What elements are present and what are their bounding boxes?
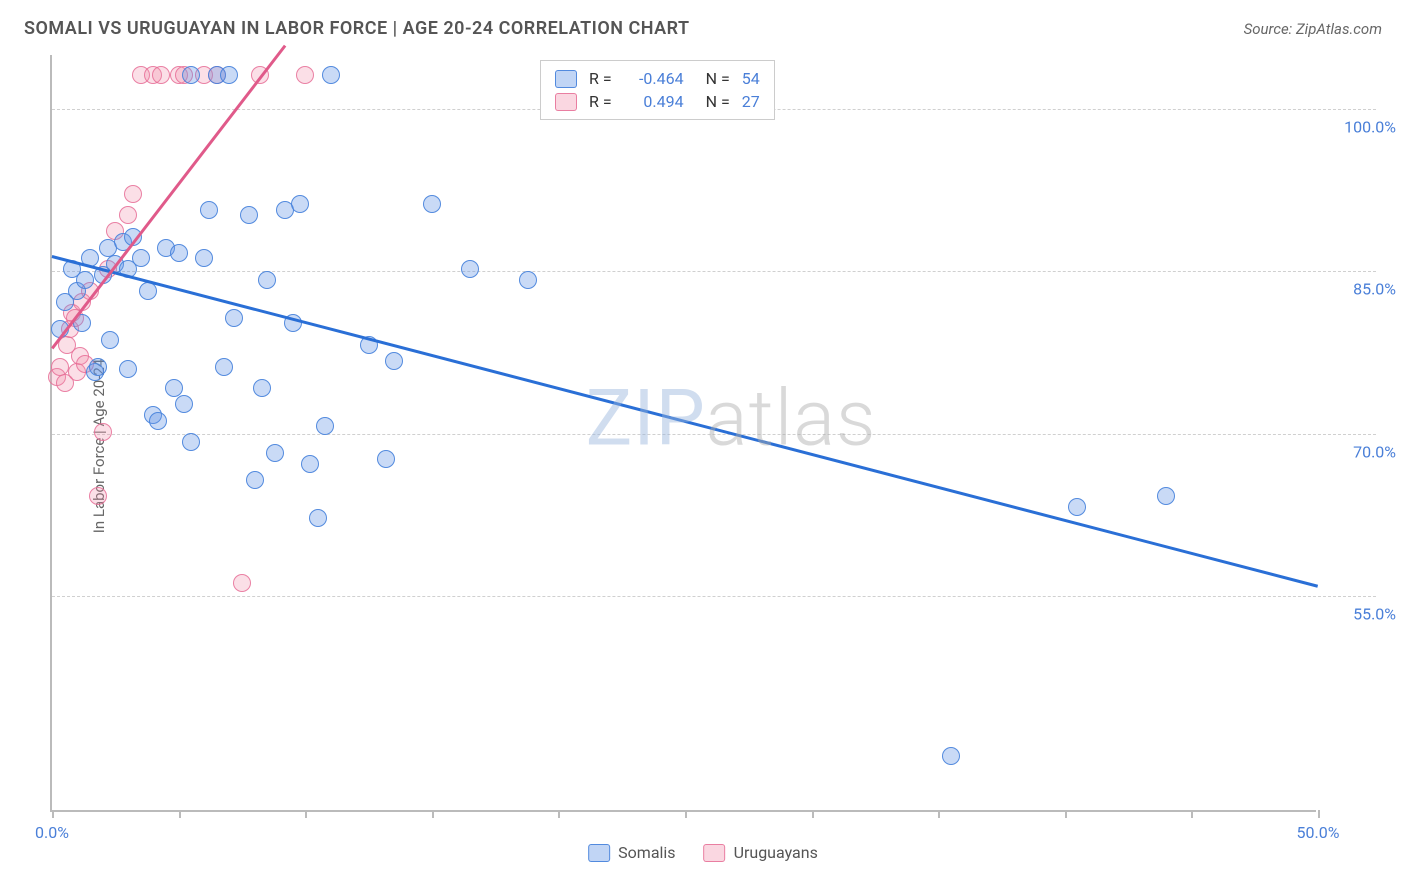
legend-r-label: R = [589,92,612,111]
data-point [94,423,112,441]
gridline [52,271,1376,272]
source-attribution: Source: ZipAtlas.com [1244,20,1382,38]
x-tick [432,810,434,818]
data-point [139,282,157,300]
data-point [291,195,309,213]
data-point [89,487,107,505]
gridline [52,596,1376,597]
x-tick [305,810,307,818]
data-point [119,206,137,224]
data-point [132,249,150,267]
data-point [258,271,276,289]
y-tick-label: 70.0% [1353,442,1396,461]
data-point [124,185,142,203]
y-tick-label: 55.0% [1353,604,1396,623]
data-point [1157,487,1175,505]
x-tick [1318,810,1320,818]
data-point [195,249,213,267]
data-point [385,352,403,370]
legend-r-value: 0.494 [624,92,684,111]
x-tick [179,810,181,818]
legend-r-label: R = [589,69,612,88]
data-point [309,509,327,527]
legend-label: Somalis [618,843,675,862]
data-point [233,574,251,592]
data-point [246,471,264,489]
data-point [322,66,340,84]
x-tick [1191,810,1193,818]
legend-row: R = 0.494 N = 27 [555,90,760,113]
data-point [149,412,167,430]
legend-swatch [555,70,577,88]
data-point [423,195,441,213]
data-point [165,379,183,397]
legend-n-value: 27 [742,92,760,111]
data-point [220,66,238,84]
plot-area: 55.0%70.0%85.0%100.0%0.0%50.0% [50,55,1316,812]
legend-n-label: N = [706,92,730,111]
y-tick-label: 100.0% [1344,118,1396,137]
x-tick [685,810,687,818]
legend-r-value: -0.464 [624,69,684,88]
data-point [377,450,395,468]
legend-row: R = -0.464 N = 54 [555,67,760,90]
data-point [461,260,479,278]
x-tick-label: 0.0% [35,823,69,842]
stats-legend: R = -0.464 N = 54 R = 0.494 N = 27 [540,60,775,120]
data-point [215,358,233,376]
legend-item: Somalis [588,843,675,862]
data-point [175,395,193,413]
data-point [519,271,537,289]
x-tick [52,810,54,818]
legend-n-label: N = [706,69,730,88]
trend-line [52,255,1319,587]
legend-item: Uruguayans [704,843,818,862]
data-point [200,201,218,219]
legend-label: Uruguayans [734,843,818,862]
y-tick-label: 85.0% [1353,280,1396,299]
legend-swatch [588,844,610,862]
data-point [296,66,314,84]
data-point [225,309,243,327]
data-point [942,747,960,765]
data-point [101,331,119,349]
data-point [89,358,107,376]
x-tick [938,810,940,818]
data-point [76,271,94,289]
data-point [266,444,284,462]
data-point [152,66,170,84]
legend-n-value: 54 [742,69,760,88]
legend-swatch [555,93,577,111]
data-point [51,358,69,376]
data-point [240,206,258,224]
x-tick [558,810,560,818]
data-point [253,379,271,397]
data-point [182,433,200,451]
gridline [52,434,1376,435]
series-legend: Somalis Uruguayans [588,843,818,862]
data-point [316,417,334,435]
x-tick [1065,810,1067,818]
data-point [119,360,137,378]
data-point [301,455,319,473]
chart-title: SOMALI VS URUGUAYAN IN LABOR FORCE | AGE… [24,18,690,39]
trend-line [51,45,286,349]
x-tick-label: 50.0% [1297,823,1340,842]
x-tick [812,810,814,818]
data-point [170,244,188,262]
data-point [1068,498,1086,516]
legend-swatch [704,844,726,862]
data-point [182,66,200,84]
